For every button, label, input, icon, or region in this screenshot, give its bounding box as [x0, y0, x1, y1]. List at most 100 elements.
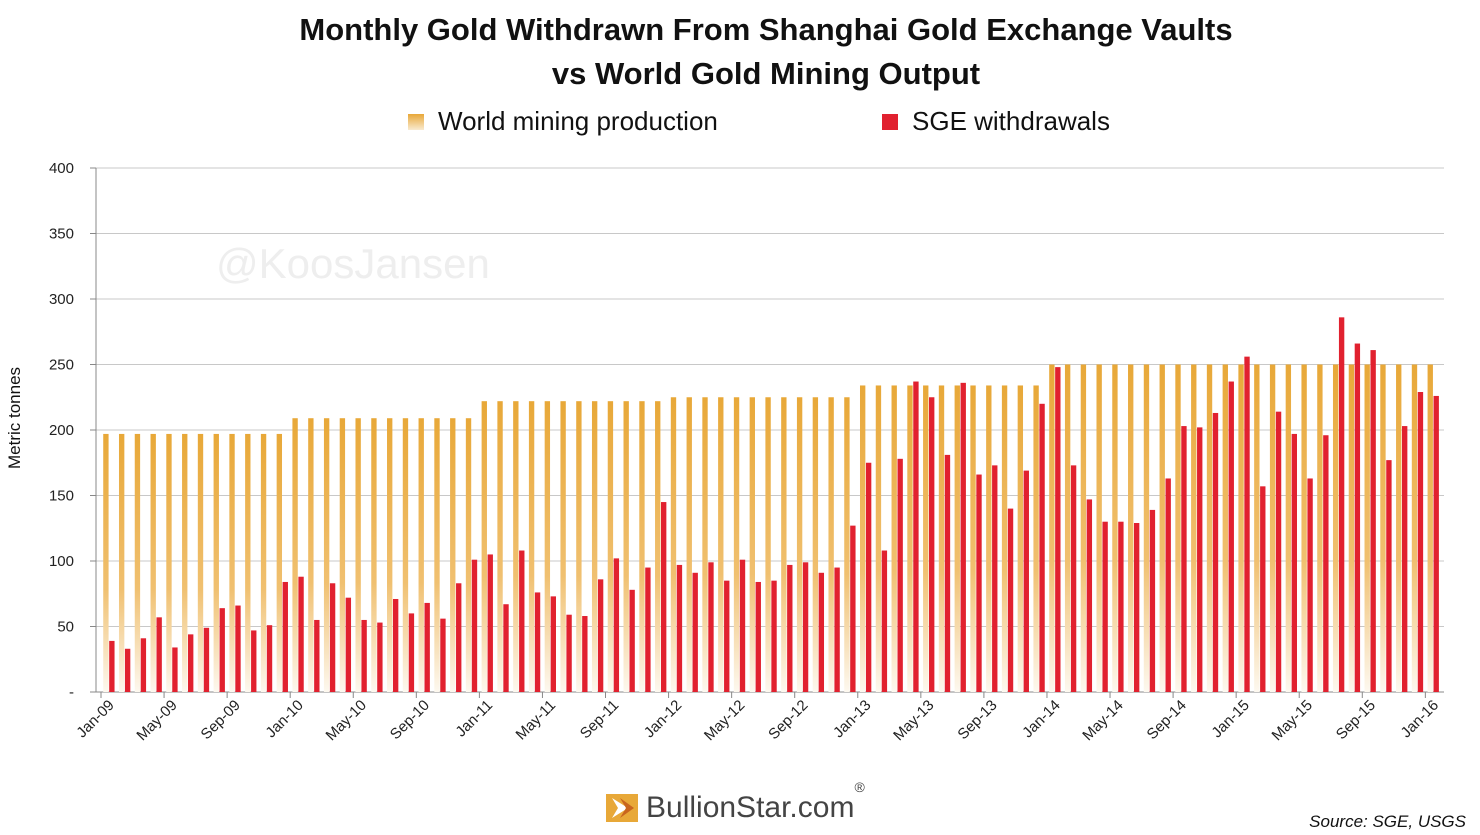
x-tick-label: May-15	[1269, 697, 1316, 744]
bar-mining	[1301, 364, 1307, 692]
bar-mining	[702, 397, 708, 692]
bar-sge	[109, 640, 115, 692]
x-tick-label: Jan-16	[1398, 697, 1442, 741]
bar-sge	[377, 622, 383, 692]
bar-mining	[1254, 364, 1260, 692]
bar-sge	[1354, 343, 1361, 692]
bar-mining	[528, 401, 535, 692]
bar-mining	[1206, 364, 1213, 692]
x-tick-label: May-11	[513, 697, 560, 744]
bar-mining	[938, 385, 945, 692]
x-tick-label: Jan-12	[641, 697, 685, 741]
bar-sge	[739, 559, 746, 692]
x-tick-label: Sep-14	[1144, 697, 1190, 743]
bar-mining	[103, 433, 109, 692]
bar-mining	[986, 385, 992, 692]
bar-sge	[692, 572, 698, 692]
bar-mining	[1411, 364, 1418, 692]
bar-sge	[1338, 317, 1345, 692]
bullionstar-logo-icon	[606, 794, 638, 822]
bullionstar-logo: BullionStar.com®	[606, 779, 865, 826]
bar-sge	[802, 562, 809, 692]
y-tick-label: 50	[57, 619, 74, 636]
bar-mining	[1033, 385, 1039, 692]
bar-sge	[1291, 433, 1297, 692]
bar-sge	[645, 567, 651, 692]
y-tick-label: 150	[49, 488, 74, 505]
bar-sge	[566, 614, 572, 692]
bar-mining	[1269, 364, 1276, 692]
bar-mining	[323, 418, 330, 692]
bar-sge	[629, 589, 635, 692]
bar-mining	[812, 397, 819, 692]
bar-mining	[465, 418, 472, 692]
bar-sge	[1197, 427, 1203, 692]
bar-sge	[771, 580, 777, 692]
bar-mining	[418, 418, 424, 692]
bar-mining	[923, 385, 929, 692]
bar-sge	[314, 619, 320, 692]
y-tick-label: 350	[49, 226, 74, 243]
bar-mining	[1427, 364, 1433, 692]
bar-sge	[613, 558, 620, 692]
y-tick-label: 300	[49, 291, 74, 308]
x-tick-label: May-10	[323, 697, 370, 744]
x-tick-label: Sep-12	[765, 697, 811, 743]
bar-mining	[1017, 385, 1024, 692]
bar-sge	[1007, 508, 1014, 692]
bar-mining	[1159, 364, 1165, 692]
bar-sge	[1260, 486, 1266, 692]
bar-sge	[345, 597, 352, 692]
x-tick-label: Jan-09	[73, 697, 117, 741]
x-tick-label: May-12	[701, 697, 748, 744]
bar-mining	[1285, 364, 1292, 692]
bar-mining	[1238, 364, 1244, 692]
bar-sge	[172, 647, 178, 692]
y-tick-label: 400	[49, 160, 74, 177]
bar-mining	[1112, 364, 1118, 692]
bar-mining	[623, 401, 629, 692]
bar-sge	[597, 579, 604, 692]
bar-sge	[188, 634, 194, 692]
bar-sge	[519, 550, 525, 692]
bar-sge	[1102, 521, 1108, 692]
x-tick-label: May-09	[133, 697, 180, 744]
bar-sge	[251, 630, 257, 692]
bar-mining	[434, 418, 440, 692]
bar-mining	[1001, 385, 1008, 692]
bar-sge	[818, 572, 825, 692]
y-tick-label: 250	[49, 357, 74, 374]
bar-mining	[134, 433, 141, 692]
bar-sge	[1386, 460, 1392, 692]
bar-sge	[1244, 356, 1250, 692]
y-tick-label: -	[69, 684, 74, 701]
bar-mining	[276, 433, 283, 692]
bar-sge	[881, 550, 888, 692]
bar-sge	[456, 583, 462, 692]
bar-mining	[150, 433, 156, 692]
bar-sge	[156, 617, 162, 692]
bar-sge	[1023, 470, 1029, 692]
bar-mining	[891, 385, 897, 692]
bar-sge	[503, 604, 509, 692]
bar-sge	[1433, 395, 1439, 692]
bar-mining	[182, 433, 188, 692]
bar-mining	[260, 433, 267, 692]
bar-mining	[828, 397, 834, 692]
bar-mining	[749, 397, 755, 692]
legend-label-mining: World mining production	[438, 106, 718, 136]
bar-mining	[639, 401, 645, 692]
bar-sge	[1307, 478, 1313, 692]
chart-title-line-2: vs World Gold Mining Output	[551, 56, 981, 91]
bar-sge	[329, 583, 336, 692]
bar-mining	[907, 385, 913, 692]
bar-mining	[308, 418, 314, 692]
bar-mining	[292, 418, 298, 692]
x-tick-label: Sep-15	[1333, 697, 1379, 743]
bar-mining	[970, 385, 976, 692]
bar-mining	[765, 397, 771, 692]
bar-mining	[1191, 364, 1197, 692]
bar-mining	[1049, 364, 1055, 692]
bar-sge	[1118, 521, 1124, 692]
